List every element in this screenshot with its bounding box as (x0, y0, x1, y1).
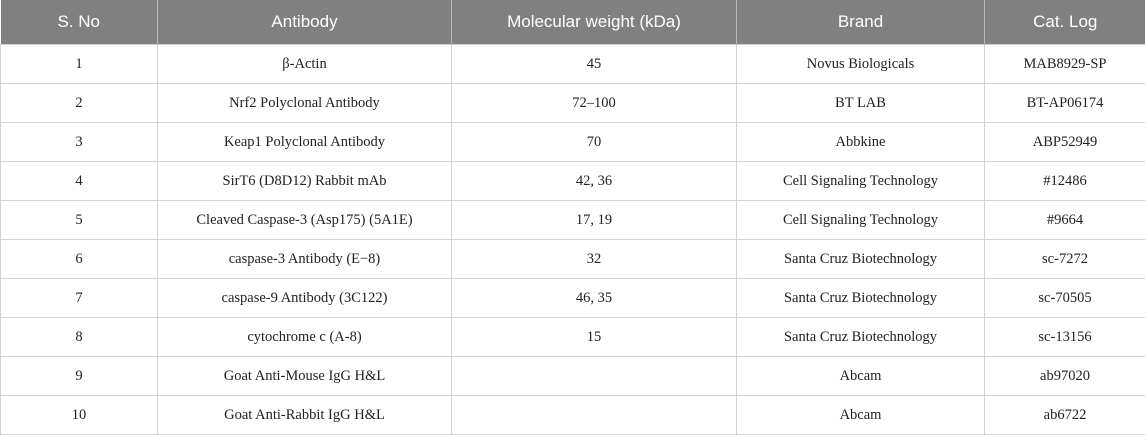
table-cell: cytochrome c (A-8) (158, 318, 452, 357)
table-cell: ABP52949 (985, 123, 1145, 162)
table-cell: Keap1 Polyclonal Antibody (158, 123, 452, 162)
table-cell: MAB8929-SP (985, 45, 1145, 84)
table-cell: SirT6 (D8D12) Rabbit mAb (158, 162, 452, 201)
table-cell: 1 (1, 45, 158, 84)
table-cell (452, 357, 737, 396)
column-header: Cat. Log (985, 0, 1145, 45)
table-cell: BT LAB (737, 84, 985, 123)
table-cell: Cell Signaling Technology (737, 201, 985, 240)
table-cell: sc-70505 (985, 279, 1145, 318)
table-cell: 42, 36 (452, 162, 737, 201)
table-cell: β-Actin (158, 45, 452, 84)
table-cell: ab6722 (985, 396, 1145, 435)
table-cell: BT-AP06174 (985, 84, 1145, 123)
table-cell: 2 (1, 84, 158, 123)
table-cell: 8 (1, 318, 158, 357)
table-cell: 4 (1, 162, 158, 201)
table-cell: Santa Cruz Biotechnology (737, 279, 985, 318)
column-header: Molecular weight (kDa) (452, 0, 737, 45)
table-cell: 10 (1, 396, 158, 435)
table-cell: 6 (1, 240, 158, 279)
table-cell: 72–100 (452, 84, 737, 123)
table-cell: 70 (452, 123, 737, 162)
column-header: S. No (1, 0, 158, 45)
table-cell: 45 (452, 45, 737, 84)
table-cell: 5 (1, 201, 158, 240)
table-cell: 3 (1, 123, 158, 162)
table-cell: caspase-9 Antibody (3C122) (158, 279, 452, 318)
table-cell: caspase-3 Antibody (E−8) (158, 240, 452, 279)
table-cell: Abbkine (737, 123, 985, 162)
column-header: Antibody (158, 0, 452, 45)
table-cell: Cell Signaling Technology (737, 162, 985, 201)
table-cell: ab97020 (985, 357, 1145, 396)
table-cell: Abcam (737, 357, 985, 396)
table-cell: 46, 35 (452, 279, 737, 318)
table-cell: sc-13156 (985, 318, 1145, 357)
table-cell: Cleaved Caspase-3 (Asp175) (5A1E) (158, 201, 452, 240)
table-cell: 9 (1, 357, 158, 396)
column-header: Brand (737, 0, 985, 45)
table-cell: Santa Cruz Biotechnology (737, 318, 985, 357)
table-cell: 7 (1, 279, 158, 318)
table-cell (452, 396, 737, 435)
table-cell: Santa Cruz Biotechnology (737, 240, 985, 279)
table-cell: Nrf2 Polyclonal Antibody (158, 84, 452, 123)
table-cell: #9664 (985, 201, 1145, 240)
table-cell: #12486 (985, 162, 1145, 201)
table-cell: Abcam (737, 396, 985, 435)
table-cell: 32 (452, 240, 737, 279)
table-cell: Goat Anti-Rabbit IgG H&L (158, 396, 452, 435)
table-cell: Novus Biologicals (737, 45, 985, 84)
table-cell: 17, 19 (452, 201, 737, 240)
table-cell: sc-7272 (985, 240, 1145, 279)
table-cell: Goat Anti-Mouse IgG H&L (158, 357, 452, 396)
table-cell: 15 (452, 318, 737, 357)
